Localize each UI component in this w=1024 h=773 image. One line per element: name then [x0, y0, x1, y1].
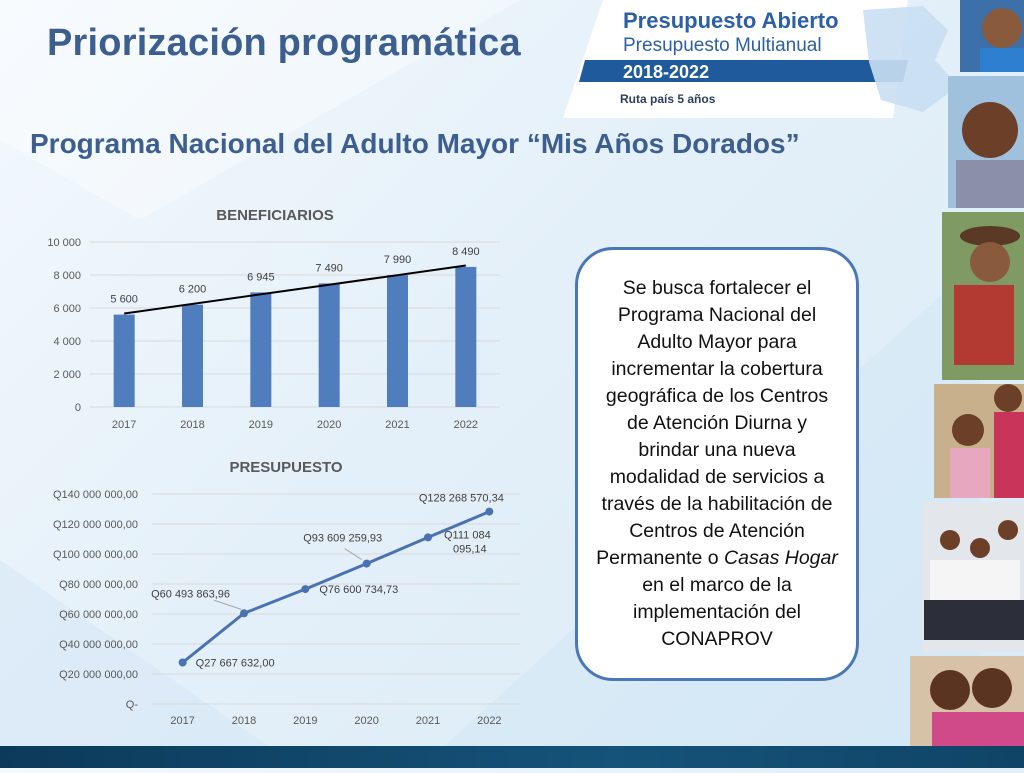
beneficiarios-bar-chart: BENEFICIARIOS 0 2 000 4 000 6 000 8 000 10 000… — [47, 207, 500, 431]
bar-x-tick-label: 2021 — [385, 419, 409, 431]
budget-point-2021 — [424, 533, 432, 542]
bar-x-tick-label: 2020 — [317, 419, 341, 431]
bar-y-tick-label: 8 000 — [53, 270, 81, 282]
line-y-tick-label: Q20 000 000,00 — [59, 669, 138, 681]
slide-subtitle: Programa Nacional del Adulto Mayor “Mis … — [30, 128, 800, 159]
photo-elderly-man — [942, 212, 1024, 380]
bar-x-tick-label: 2019 — [249, 419, 273, 431]
photo-children-group — [910, 656, 1024, 746]
photo-collage — [910, 0, 1024, 746]
budget-point-2020 — [362, 559, 371, 568]
line-x-tick-label: 2020 — [354, 715, 378, 727]
callout-text-part1: Se busca fortalecer el Programa Nacional… — [596, 277, 833, 569]
bar-value-label: 6 200 — [179, 284, 207, 296]
leader-line — [344, 548, 362, 561]
bar-2017 — [113, 314, 135, 407]
bar-2021 — [387, 275, 408, 407]
line-value-label-part: Q111 084 — [444, 529, 491, 541]
presupuesto-line-chart: PRESUPUESTO Q- Q20 000 000,00 Q40 000 000,0… — [53, 459, 520, 727]
line-value-label: Q128 268 570,34 — [419, 493, 504, 505]
line-value-label: Q60 493 863,96 — [151, 588, 230, 600]
bar-y-tick-label: 10 000 — [47, 237, 81, 249]
bar-y-tick-label: 2 000 — [53, 369, 81, 381]
line-value-label: Q27 667 632,00 — [196, 657, 275, 669]
callout-text-part2: en el marco de la implementación del CON… — [632, 574, 801, 650]
line-x-tick-label: 2017 — [170, 715, 194, 727]
photo-strip — [910, 0, 1024, 768]
photo-girls-village — [934, 384, 1024, 498]
line-y-tick-label: Q60 000 000,00 — [59, 609, 138, 621]
bar-value-label: 7 990 — [384, 254, 412, 266]
bar-y-tick-label: 6 000 — [53, 303, 81, 315]
photo-child-smiling — [960, 0, 1024, 72]
bar-value-label: 8 490 — [452, 246, 480, 258]
bar-value-label: 5 600 — [110, 294, 138, 306]
bar-value-label: 6 945 — [247, 271, 275, 283]
leader-line — [213, 599, 242, 610]
bar-y-tick-label: 4 000 — [53, 336, 81, 348]
line-y-tick-label: Q140 000 000,00 — [53, 489, 138, 501]
line-x-tick-label: 2018 — [232, 715, 256, 727]
photo-girl-headband — [948, 76, 1024, 208]
line-y-tick-label: Q120 000 000,00 — [53, 519, 138, 531]
bar-x-tick-label: 2022 — [454, 419, 478, 431]
line-value-label: Q111 084 095,14 — [444, 529, 491, 555]
logo-line-presupuesto-multianual: Presupuesto Multianual — [623, 35, 822, 56]
photo-classroom — [922, 502, 1024, 652]
budget-point-2022 — [485, 507, 494, 516]
bar-x-tick-label: 2018 — [180, 419, 204, 431]
line-y-tick-label: Q80 000 000,00 — [59, 579, 138, 591]
bar-x-tick-label: 2017 — [112, 419, 136, 431]
slide-title: Priorización programática — [47, 22, 521, 64]
bar-2020 — [318, 283, 340, 407]
callout-text: Se busca fortalecer el Programa Nacional… — [596, 275, 838, 653]
line-y-tick-label: Q40 000 000,00 — [59, 639, 138, 651]
bar-chart-title: BENEFICIARIOS — [216, 207, 334, 224]
map-silhouette-icon — [863, 6, 958, 112]
line-value-label: Q93 609 259,93 — [303, 533, 382, 545]
bar-2019 — [250, 292, 272, 407]
footer-bar — [0, 746, 1024, 768]
callout-text-italic: Casas Hogar — [724, 547, 838, 569]
bar-y-tick-label: 0 — [75, 402, 81, 414]
line-y-tick-label: Q100 000 000,00 — [53, 549, 138, 561]
logo-line-presupuesto-abierto: Presupuesto Abierto — [623, 8, 839, 33]
logo-banner-shape — [563, 0, 958, 118]
logo-line-ruta: Ruta país 5 años — [620, 92, 716, 106]
presupuesto-abierto-logo: Presupuesto Abierto Presupuesto Multianu… — [563, 0, 963, 118]
budget-point-2017 — [178, 658, 187, 667]
budget-series-line — [181, 510, 490, 664]
line-x-tick-label: 2021 — [416, 715, 440, 727]
line-chart-title: PRESUPUESTO — [229, 459, 342, 476]
line-x-tick-label: 2022 — [477, 715, 501, 727]
line-value-label: Q76 600 734,73 — [319, 584, 398, 596]
budget-point-2018 — [240, 609, 248, 618]
line-value-label-part: 095,14 — [453, 543, 487, 555]
description-callout: Se busca fortalecer el Programa Nacional… — [575, 247, 859, 681]
budget-point-2019 — [301, 585, 310, 594]
bar-2018 — [182, 304, 203, 407]
logo-line-years: 2018-2022 — [623, 62, 710, 82]
bar-2022 — [455, 266, 477, 407]
line-x-tick-label: 2019 — [293, 715, 317, 727]
bar-trendline — [124, 264, 466, 315]
line-y-tick-label: Q- — [126, 699, 139, 711]
bar-value-label: 7 490 — [315, 262, 343, 274]
